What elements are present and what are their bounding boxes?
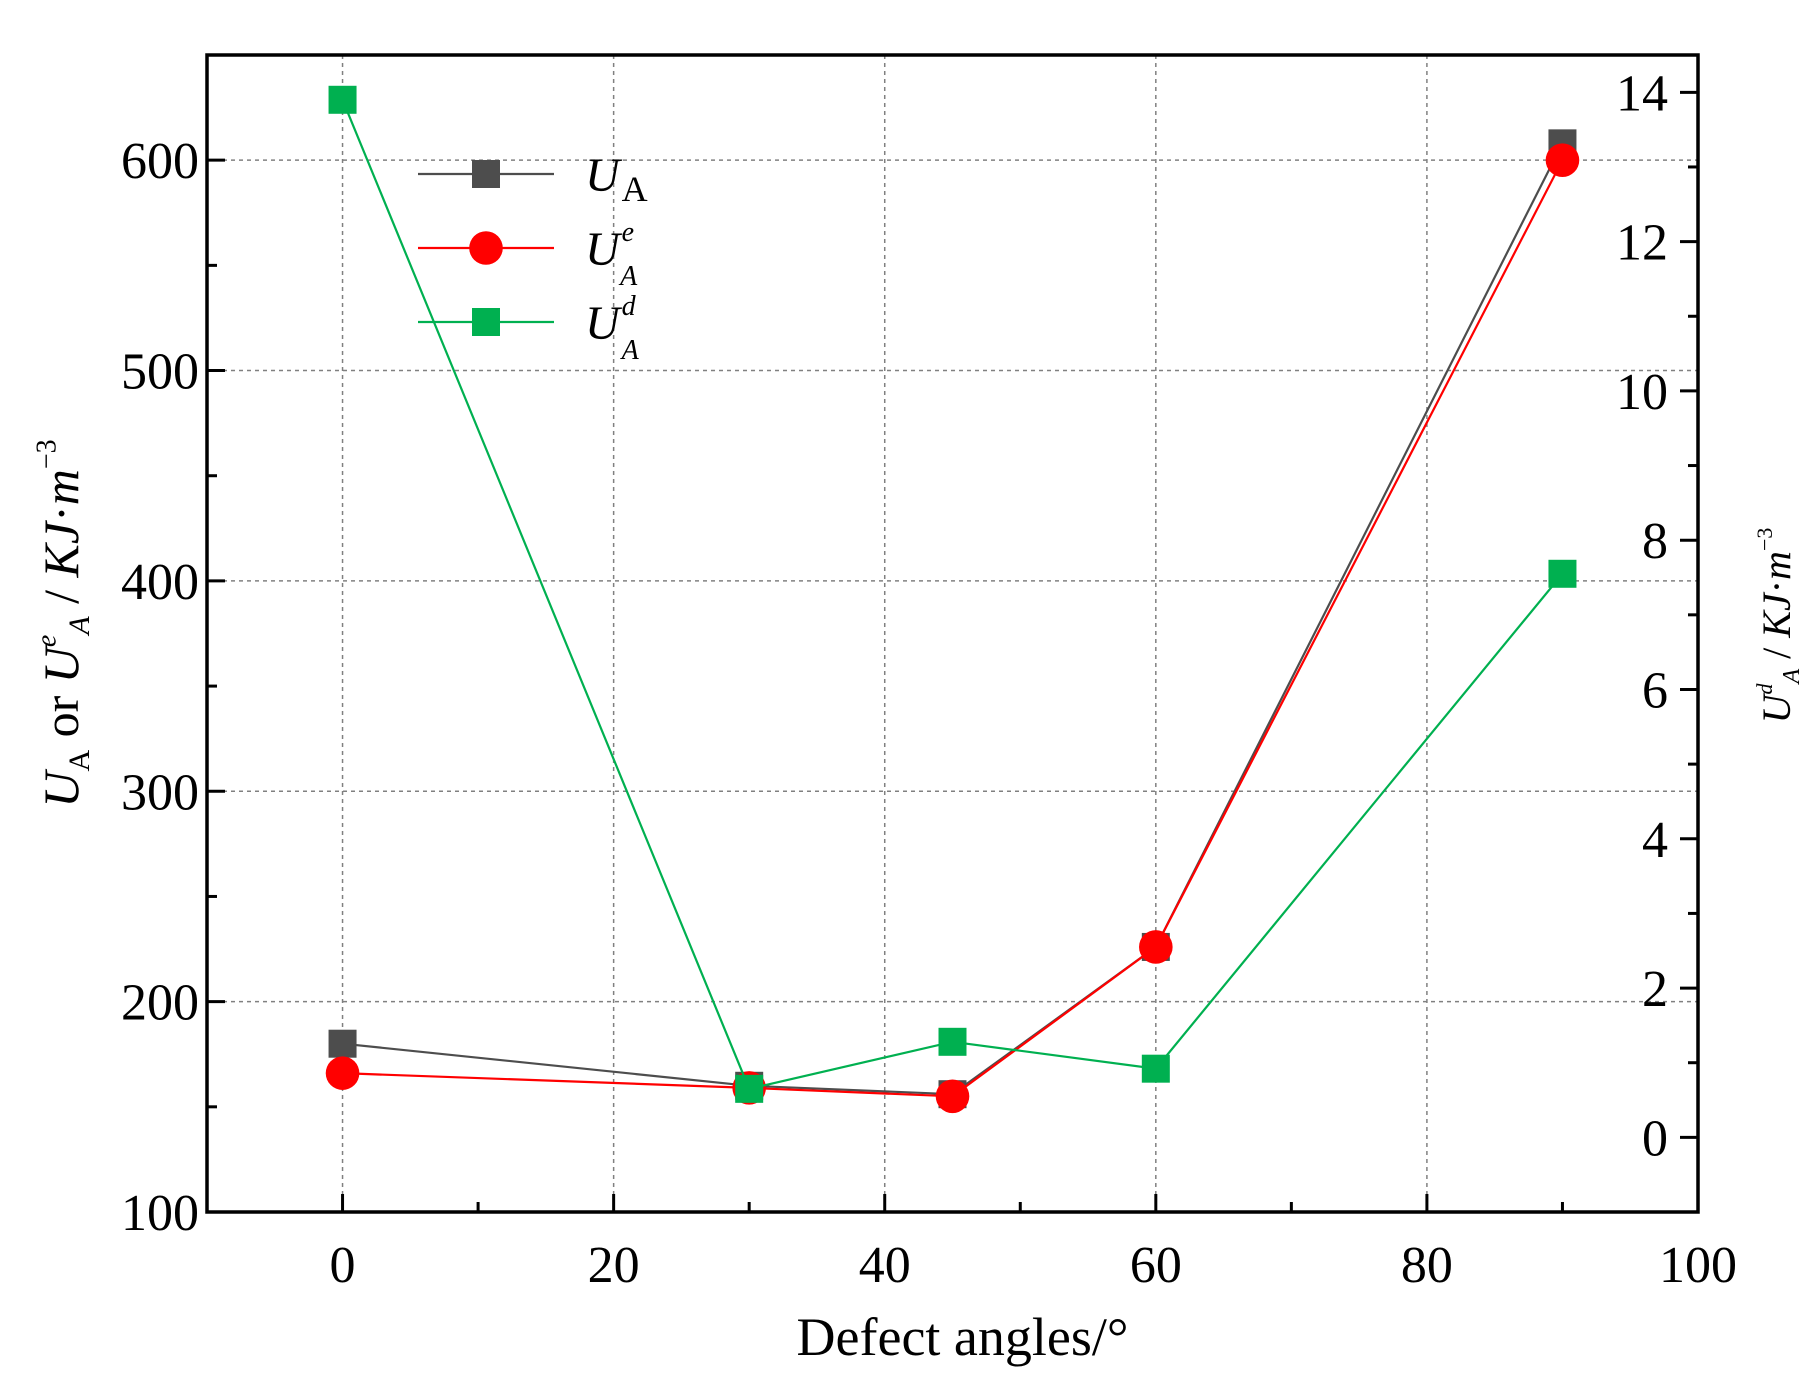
data-point [1139,930,1173,964]
data-point [328,85,357,114]
data-point [1548,559,1577,588]
series-line [342,142,1564,1096]
legend-label: Ud A [585,291,640,366]
y-right-tick-label: 14 [1616,65,1668,122]
ticks: 0 20 40 60 80 100 100 200 300 400 500 600 0 2 4 6 8 10 12 1… [121,65,1737,1294]
x-tick-label: 80 [1401,1237,1453,1294]
series-0 [328,129,1577,1109]
data-point [325,1056,360,1090]
legend-entry: Ud A [418,291,640,366]
legend-marker [472,160,500,188]
y-left-tick-label: 200 [121,975,199,1032]
data-point [1141,1054,1170,1083]
y-left-tick-label: 400 [121,554,199,611]
legend-marker [472,308,500,336]
data-point [1545,143,1580,177]
legend: UA Ue AUd A [418,149,648,366]
x-tick-label: 0 [330,1237,356,1294]
y-right-tick-label: 4 [1642,812,1668,869]
data-point [328,1029,357,1058]
x-tick-label: 100 [1659,1237,1737,1294]
y-axis-right-label: UdA / KJ·m−3 [1752,528,1805,724]
legend-entry: UA [418,149,648,209]
legend-marker [469,231,503,265]
series-2 [328,85,1577,1103]
y-axis-left-label: UA or UeA / KJ·m−3 [32,439,97,807]
series-1 [325,143,1580,1114]
y-left-tick-label: 300 [121,764,199,821]
legend-entry: Ue A [418,217,638,292]
grid [207,55,1698,1212]
y-right-tick-label: 8 [1642,513,1668,570]
y-left-tick-label: 600 [121,133,199,190]
data-point [935,1079,970,1114]
x-axis-label: Defect angles/° [797,1307,1129,1367]
legend-label: Ue A [585,217,638,292]
x-tick-label: 60 [1130,1237,1182,1294]
y-right-tick-label: 2 [1642,961,1668,1018]
x-tick-label: 20 [588,1237,640,1294]
y-right-tick-label: 10 [1616,364,1668,421]
y-left-tick-label: 100 [121,1185,199,1242]
legend-label: UA [585,149,648,209]
y-right-tick-label: 12 [1616,215,1668,272]
x-tick-label: 40 [859,1237,911,1294]
data-point [938,1027,967,1056]
series-line [342,159,1564,1098]
series-layer [325,85,1580,1114]
y-left-tick-label: 500 [121,344,199,401]
y-right-tick-label: 0 [1642,1110,1668,1167]
y-right-tick-label: 6 [1642,662,1668,719]
plot-frame [205,53,1700,1214]
data-point [735,1074,764,1103]
